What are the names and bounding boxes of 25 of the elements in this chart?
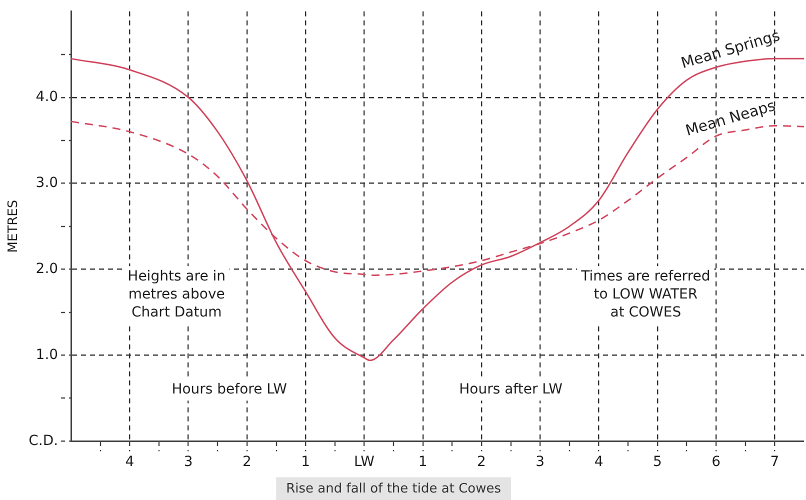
y-tick-label: C.D. [28, 432, 58, 449]
annotation: Hours before LW [172, 381, 288, 398]
x-tick-label: 4 [125, 454, 134, 470]
x-tick-label: 2 [477, 454, 486, 470]
x-tick-label: 1 [418, 454, 428, 470]
x-tick-label: 7 [770, 454, 780, 470]
x-tick-label: LW [354, 454, 375, 470]
text: Mean Neaps [683, 96, 778, 140]
x-tick-label: 5 [652, 454, 662, 470]
x-tick-label: 6 [712, 454, 721, 470]
annotation: Times are referred to LOW WATER at COWES [580, 268, 710, 321]
annotation: Heights are in metres above Chart Datum [128, 268, 226, 321]
text: Rise and fall of the tide at Cowes [286, 482, 502, 497]
x-tick-label: 4 [594, 454, 604, 470]
y-tick-label: 2.0 [36, 260, 58, 277]
y-tick-label: 4.0 [36, 89, 58, 105]
x-tick-label: 3 [536, 454, 545, 470]
annotation: Hours after LW [459, 381, 563, 398]
x-tick-label: 2 [242, 454, 252, 470]
x-tick-label: 3 [184, 454, 193, 470]
text: Mean Springs [678, 26, 782, 72]
y-tick-label: 1.0 [36, 346, 58, 363]
x-tick-label: 1 [301, 454, 310, 470]
y-tick-label: 3.0 [36, 174, 58, 191]
y-axis-title: METRES [6, 200, 22, 253]
